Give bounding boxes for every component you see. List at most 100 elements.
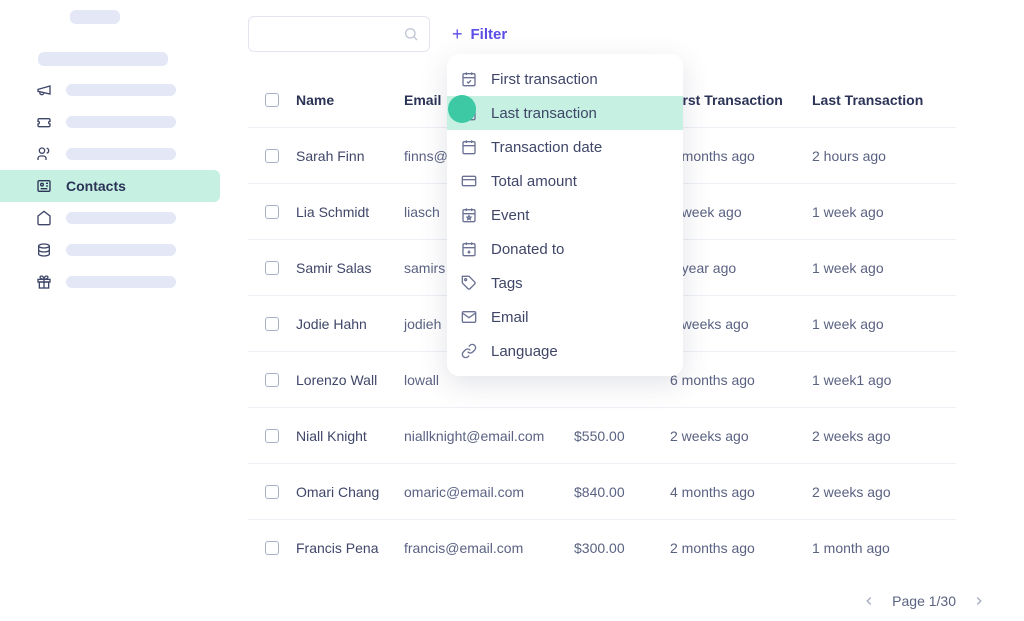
- row-checkbox[interactable]: [265, 541, 279, 555]
- row-checkbox[interactable]: [265, 429, 279, 443]
- cell-last-transaction: 2 weeks ago: [812, 428, 952, 444]
- filter-option-label: Transaction date: [491, 139, 602, 156]
- sidebar: Contacts: [0, 0, 220, 621]
- cell-email: omaric@email.com: [404, 484, 574, 500]
- cursor-indicator: [448, 95, 476, 123]
- cell-first-transaction: 6 months ago: [670, 372, 812, 388]
- filter-option[interactable]: Donated to: [447, 232, 683, 266]
- page-indicator: Page 1/30: [892, 593, 956, 609]
- cell-name: Jodie Hahn: [296, 316, 404, 332]
- filter-option[interactable]: Language: [447, 334, 683, 368]
- house-icon: [36, 210, 52, 226]
- next-page-button[interactable]: [972, 594, 986, 608]
- search-icon: [403, 26, 419, 42]
- tag-icon: [461, 275, 477, 291]
- search-input[interactable]: [248, 16, 430, 52]
- col-name[interactable]: Name: [296, 92, 404, 108]
- cell-first-transaction: 2 months ago: [670, 540, 812, 556]
- cell-name: Francis Pena: [296, 540, 404, 556]
- pagination: Page 1/30: [862, 593, 986, 609]
- calendar-star-icon: [461, 207, 477, 223]
- table-row[interactable]: Francis Penafrancis@email.com$300.002 mo…: [248, 520, 956, 576]
- filter-option-label: Donated to: [491, 241, 564, 258]
- cell-first-transaction: 4 months ago: [670, 484, 812, 500]
- cell-first-transaction: 2 weeks ago: [670, 428, 812, 444]
- cell-name: Lorenzo Wall: [296, 372, 404, 388]
- mail-icon: [461, 309, 477, 325]
- filter-option[interactable]: Transaction date: [447, 130, 683, 164]
- row-checkbox[interactable]: [265, 373, 279, 387]
- cell-name: Sarah Finn: [296, 148, 404, 164]
- calendar-icon: [461, 139, 477, 155]
- row-checkbox[interactable]: [265, 261, 279, 275]
- logo-placeholder: [70, 10, 120, 24]
- filter-dropdown: First transaction Last transaction Transac…: [447, 54, 683, 376]
- gift-icon: [36, 274, 52, 290]
- filter-option-label: Last transaction: [491, 105, 597, 122]
- filter-option-label: First transaction: [491, 71, 598, 88]
- prev-page-button[interactable]: [862, 594, 876, 608]
- col-last-transaction[interactable]: Last Transaction: [812, 92, 952, 108]
- cell-first-transaction: 2 week ago: [670, 204, 812, 220]
- filter-option[interactable]: Email: [447, 300, 683, 334]
- sidebar-nav-placeholder[interactable]: [0, 106, 220, 138]
- cell-amount: $550.00: [574, 428, 670, 444]
- cell-amount: $840.00: [574, 484, 670, 500]
- filter-button[interactable]: + Filter: [444, 21, 515, 47]
- plus-icon: +: [452, 25, 463, 43]
- cell-name: Niall Knight: [296, 428, 404, 444]
- cell-email: niallknight@email.com: [404, 428, 574, 444]
- cell-first-transaction: 3 weeks ago: [670, 316, 812, 332]
- filter-option[interactable]: Event: [447, 198, 683, 232]
- card-icon: [461, 173, 477, 189]
- filter-option-label: Total amount: [491, 173, 577, 190]
- cell-first-transaction: 1 year ago: [670, 260, 812, 276]
- cell-last-transaction: 1 week ago: [812, 204, 952, 220]
- filter-option-label: Email: [491, 309, 529, 326]
- filter-option-label: Language: [491, 343, 558, 360]
- filter-option[interactable]: Tags: [447, 266, 683, 300]
- table-row[interactable]: Niall Knightniallknight@email.com$550.00…: [248, 408, 956, 464]
- sidebar-nav-placeholder[interactable]: [0, 234, 220, 266]
- link-icon: [461, 343, 477, 359]
- calendar-arrow-icon: [461, 241, 477, 257]
- cell-last-transaction: 2 weeks ago: [812, 484, 952, 500]
- coin-icon: [36, 242, 52, 258]
- cell-amount: $300.00: [574, 540, 670, 556]
- cell-last-transaction: 1 week ago: [812, 260, 952, 276]
- cell-first-transaction: 6 months ago: [670, 148, 812, 164]
- cell-name: Omari Chang: [296, 484, 404, 500]
- cell-last-transaction: 2 hours ago: [812, 148, 952, 164]
- sidebar-nav-placeholder[interactable]: [0, 138, 220, 170]
- sidebar-nav-placeholder[interactable]: [0, 74, 220, 106]
- select-all-checkbox[interactable]: [265, 93, 279, 107]
- row-checkbox[interactable]: [265, 485, 279, 499]
- cell-name: Samir Salas: [296, 260, 404, 276]
- filter-option[interactable]: First transaction: [447, 62, 683, 96]
- row-checkbox[interactable]: [265, 205, 279, 219]
- sidebar-item-contacts[interactable]: Contacts: [0, 170, 220, 202]
- people-icon: [36, 146, 52, 162]
- cell-last-transaction: 1 month ago: [812, 540, 952, 556]
- toolbar: + Filter: [248, 14, 1008, 54]
- row-checkbox[interactable]: [265, 149, 279, 163]
- filter-option-label: Event: [491, 207, 529, 224]
- table-row[interactable]: Omari Changomaric@email.com$840.004 mont…: [248, 464, 956, 520]
- filter-option[interactable]: Last transaction: [447, 96, 683, 130]
- calendar-check-icon: [461, 71, 477, 87]
- cell-last-transaction: 1 week1 ago: [812, 372, 952, 388]
- row-checkbox[interactable]: [265, 317, 279, 331]
- cell-name: Lia Schmidt: [296, 204, 404, 220]
- megaphone-icon: [36, 82, 52, 98]
- sidebar-nav-placeholder[interactable]: [0, 266, 220, 298]
- sidebar-header-placeholder: [38, 52, 168, 66]
- sidebar-nav-placeholder[interactable]: [0, 202, 220, 234]
- ticket-icon: [36, 114, 52, 130]
- cell-last-transaction: 1 week ago: [812, 316, 952, 332]
- col-first-transaction[interactable]: First Transaction: [670, 92, 812, 108]
- filter-label: Filter: [471, 26, 508, 43]
- sidebar-item-label: Contacts: [66, 178, 126, 194]
- id-card-icon: [36, 178, 52, 194]
- filter-option-label: Tags: [491, 275, 523, 292]
- filter-option[interactable]: Total amount: [447, 164, 683, 198]
